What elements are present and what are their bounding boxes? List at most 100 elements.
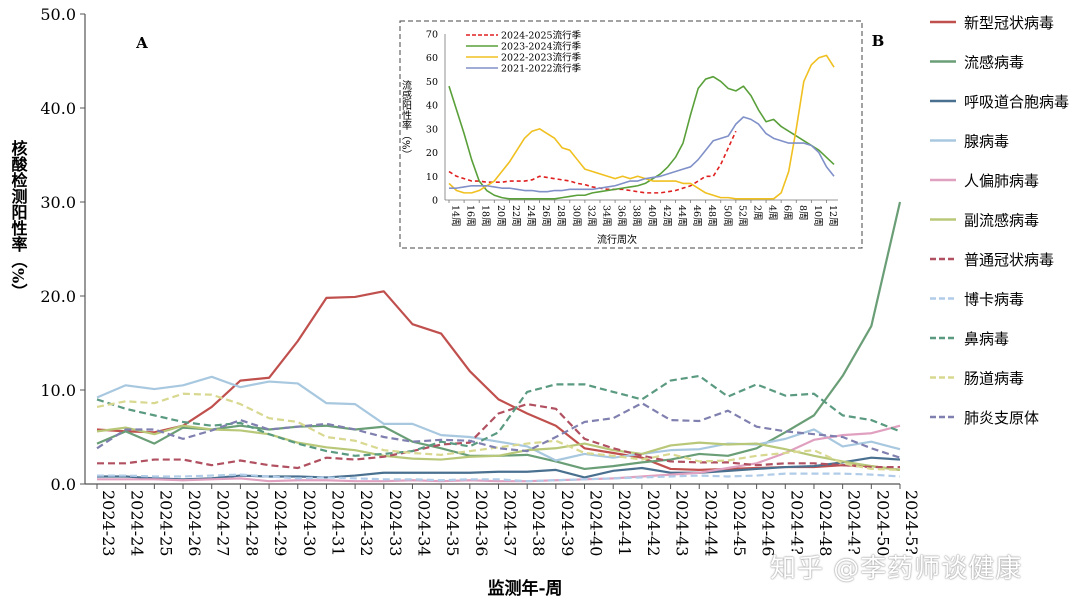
panel-a-x-tick-label: 2024-44: [701, 490, 720, 556]
panel-a-x-tick-label: 2024-48: [816, 490, 835, 556]
panel-a-x-tick-label: 2024-26: [185, 490, 204, 556]
panel-b-x-tick-label: 6周: [782, 205, 793, 221]
watermark-text: 知乎 @李药师谈健康: [770, 548, 1022, 585]
panel-a-x-tick-label: 2024-50: [873, 490, 892, 556]
panel-b-x-tick-label: 40周: [646, 205, 657, 227]
panel-b-y-tick-label: 50: [426, 77, 438, 88]
panel-a-x-tick-label: 2024-43: [673, 490, 692, 556]
panel-b-legend-label: 2021-2022流行季: [501, 63, 582, 75]
panel-a-x-tick-label: 2024-46: [759, 490, 778, 556]
panel-b-legend-label: 2023-2024流行季: [501, 41, 582, 53]
panel-b-x-tick-label: 2周: [751, 205, 762, 221]
panel-b-x-tick-label: 16周: [465, 205, 476, 227]
panel-b-x-tick-label: 38周: [631, 205, 642, 227]
panel-a-x-tick-label: 2024-32: [357, 490, 376, 556]
panel-a-x-tick-label: 2024-39: [558, 490, 577, 556]
panel-a-x-tick-label: 2024-28: [242, 490, 261, 556]
panel-a-legend-label: 普通冠状病毒: [964, 251, 1054, 269]
panel-b-y-tick-label: 10: [426, 172, 438, 183]
panel-b-x-tick-label: 30周: [570, 205, 581, 227]
panel-b-y-tick-label: 0: [432, 196, 438, 207]
panel-a-legend: 新型冠状病毒流感病毒呼吸道合胞病毒腺病毒人偏肺病毒副流感病毒普通冠状病毒博卡病毒…: [930, 14, 1069, 427]
panel-b-x-tick-label: 42周: [661, 205, 672, 227]
panel-b-x-tick-label: 14周: [450, 205, 461, 227]
panel-b-y-tick-label: 40: [426, 101, 438, 112]
panel-a-label: A: [135, 34, 148, 52]
panel-b-x-tick-label: 50周: [721, 205, 732, 227]
panel-a-legend-label: 腺病毒: [964, 133, 1009, 151]
panel-a-x-tick-label: 2024-40: [587, 490, 606, 556]
panel-b-x-tick-label: 44周: [676, 205, 687, 227]
panel-a-x-tick-label: 2024-37: [501, 490, 520, 556]
panel-a-legend-label: 博卡病毒: [964, 291, 1024, 309]
panel-a-legend-label: 流感病毒: [964, 54, 1024, 72]
panel-b-x-tick-label: 36周: [616, 205, 627, 227]
panel-b-x-tick-label: 18周: [480, 205, 491, 227]
panel-a-y-label: 核酸检测阳性率（%）: [9, 139, 28, 299]
panel-a-legend-label: 肺炎支原体: [964, 409, 1039, 427]
panel-b-x-tick-label: 4周: [767, 205, 778, 221]
panel-a-legend-label: 呼吸道合胞病毒: [964, 93, 1069, 111]
panel-a-x-tick-label: 2024-4?: [845, 490, 864, 555]
panel-b-y-tick-label: 20: [426, 148, 438, 159]
panel-a-x-label: 监测年-周: [487, 578, 562, 599]
panel-b-x-tick-label: 28周: [555, 205, 566, 227]
panel-a-legend-label: 肠道病毒: [964, 370, 1024, 388]
panel-a-x-tick-label: 2024-27: [214, 490, 233, 556]
panel-b-y-label: 流感阳性率（%）: [400, 79, 412, 160]
panel-b-y-tick-label: 60: [426, 53, 438, 64]
panel-a-x-tick-label: 2024-35: [443, 490, 462, 556]
panel-b-x-tick-label: 52周: [736, 205, 747, 227]
panel-a-y-tick-label: 20.0: [40, 287, 76, 306]
panel-a-legend-label: 人偏肺病毒: [964, 172, 1039, 190]
panel-a-x-tick-label: 2024-23: [99, 490, 118, 556]
panel-a-x-tick-label: 2024-41: [615, 490, 634, 556]
panel-a-line-series-9: [97, 376, 900, 456]
panel-b-x-tick-label: 10周: [812, 205, 823, 227]
panel-a-x-tick-label: 2024-30: [300, 490, 319, 556]
panel-b-y-tick-label: 70: [426, 30, 438, 41]
panel-b-x-tick-label: 8周: [797, 205, 808, 221]
panel-b-x-tick-label: 12周: [827, 205, 838, 227]
panel-b-x-tick-label: 32周: [585, 205, 596, 227]
panel-b-inset: 0 10 20 30 40 50 60 70 14周 16周 18周 20周 22周 24周 26周 28周…: [400, 21, 885, 248]
panel-a-x-tick-label: 2024-5?: [902, 490, 921, 555]
panel-b-x-tick-label: 34周: [600, 205, 611, 227]
panel-a-x-tick-label: 2024-4?: [787, 490, 806, 555]
panel-b-label: B: [872, 32, 885, 50]
panel-a-x-tick-label: 2024-33: [386, 490, 405, 556]
panel-b-y-tick-label: 30: [426, 124, 438, 135]
panel-b-x-label: 流行周次: [597, 233, 637, 246]
panel-a-x-tick-label: 2024-38: [529, 490, 548, 556]
panel-a-x-tick-label: 2024-36: [472, 490, 491, 556]
panel-a-x-tick-label: 2024-34: [414, 490, 433, 556]
panel-a-legend-label: 副流感病毒: [964, 212, 1039, 230]
panel-a-legend-label: 鼻病毒: [964, 330, 1009, 348]
panel-a-x-tick-label: 2024-42: [644, 490, 663, 556]
panel-a-y-ticks: 0.0 10.0 20.0 30.0 40.0 50.0: [40, 5, 85, 494]
panel-b-x-tick-label: 22周: [510, 205, 521, 227]
panel-a-line-series-3: [97, 458, 900, 480]
panel-b-x-tick-label: 48周: [706, 205, 717, 227]
panel-a-y-tick-label: 0.0: [51, 475, 76, 494]
panel-a-x-tick-label: 2024-45: [730, 490, 749, 556]
panel-a-line-series-10: [97, 394, 900, 470]
panel-a-x-tick-label: 2024-29: [271, 490, 290, 556]
panel-a-x-tick-label: 2024-24: [128, 490, 147, 556]
panel-a-line-series-1: [97, 291, 900, 470]
panel-a-x-ticks: 2024-23 2024-24 2024-25 2024-26 2024-27 2024-…: [97, 484, 921, 556]
panel-b-x-tick-label: 20周: [495, 205, 506, 227]
panel-a-x-tick-label: 2024-25: [156, 490, 175, 556]
panel-b-x-tick-label: 26周: [540, 205, 551, 227]
panel-a-x-tick-label: 2024-31: [328, 490, 347, 556]
panel-a-legend-label: 新型冠状病毒: [964, 14, 1054, 32]
panel-a-y-tick-label: 40.0: [40, 99, 76, 118]
panel-b-x-tick-label: 46周: [691, 205, 702, 227]
panel-b-x-tick-label: 24周: [525, 205, 536, 227]
panel-b-legend-label: 2024-2025流行季: [501, 30, 582, 42]
panel-b-legend-label: 2022-2023流行季: [501, 52, 582, 64]
panel-a-y-tick-label: 10.0: [40, 381, 76, 400]
panel-a-y-tick-label: 30.0: [40, 193, 76, 212]
panel-a-y-tick-label: 50.0: [40, 5, 76, 24]
